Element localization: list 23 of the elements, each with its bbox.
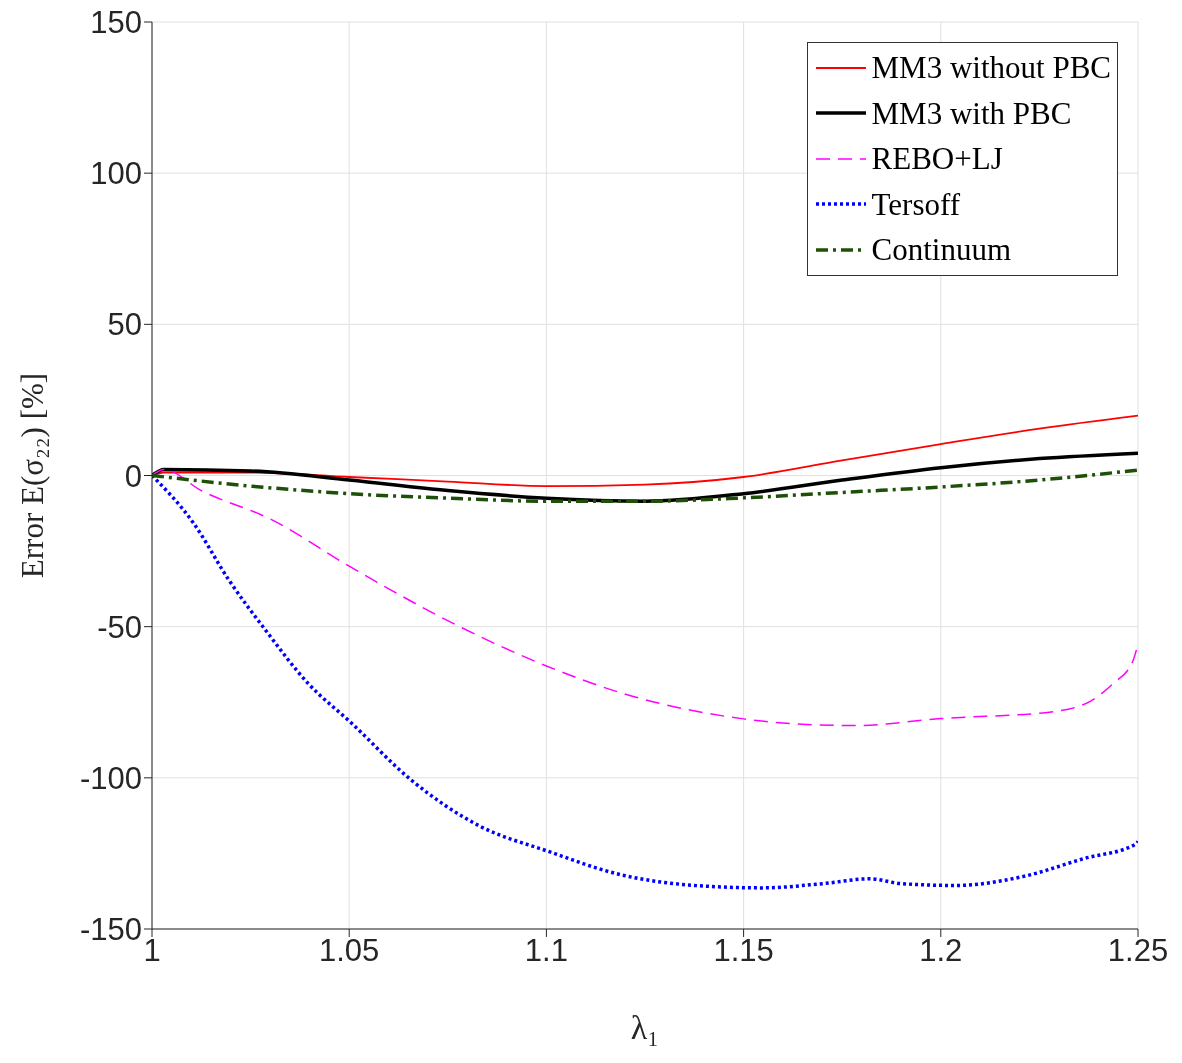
x-tick-label: 1.05 (319, 933, 380, 969)
y-tick-label: 150 (90, 5, 142, 41)
legend-label: MM3 without PBC (871, 49, 1111, 87)
line-series (152, 468, 1138, 727)
x-tick-label: 1.2 (919, 933, 963, 969)
legend-label: Tersoff (871, 185, 961, 224)
y-axis-title: Error E(σ₂₂) [%] (14, 372, 50, 579)
y-tick-label: 100 (90, 156, 142, 192)
legend-label: Continuum (871, 231, 1012, 269)
x-tick-label: 1.15 (713, 933, 774, 969)
x-tick-label: 1.1 (524, 933, 568, 969)
y-tick-label: 0 (124, 458, 142, 494)
y-tick-label: 50 (107, 307, 142, 343)
line-series (152, 451, 1138, 503)
x-axis-title: λ₁ (630, 1009, 660, 1046)
y-tick-label: -150 (79, 912, 142, 948)
legend-label: MM3 with PBC (871, 94, 1072, 133)
y-tick-label: -100 (79, 760, 142, 796)
legend-label: REBO+LJ (871, 140, 1003, 178)
x-tick-label: 1.25 (1107, 933, 1169, 969)
line-series (152, 468, 1138, 503)
y-tick-label: -50 (97, 609, 142, 645)
x-tick-label: 1 (143, 933, 161, 969)
